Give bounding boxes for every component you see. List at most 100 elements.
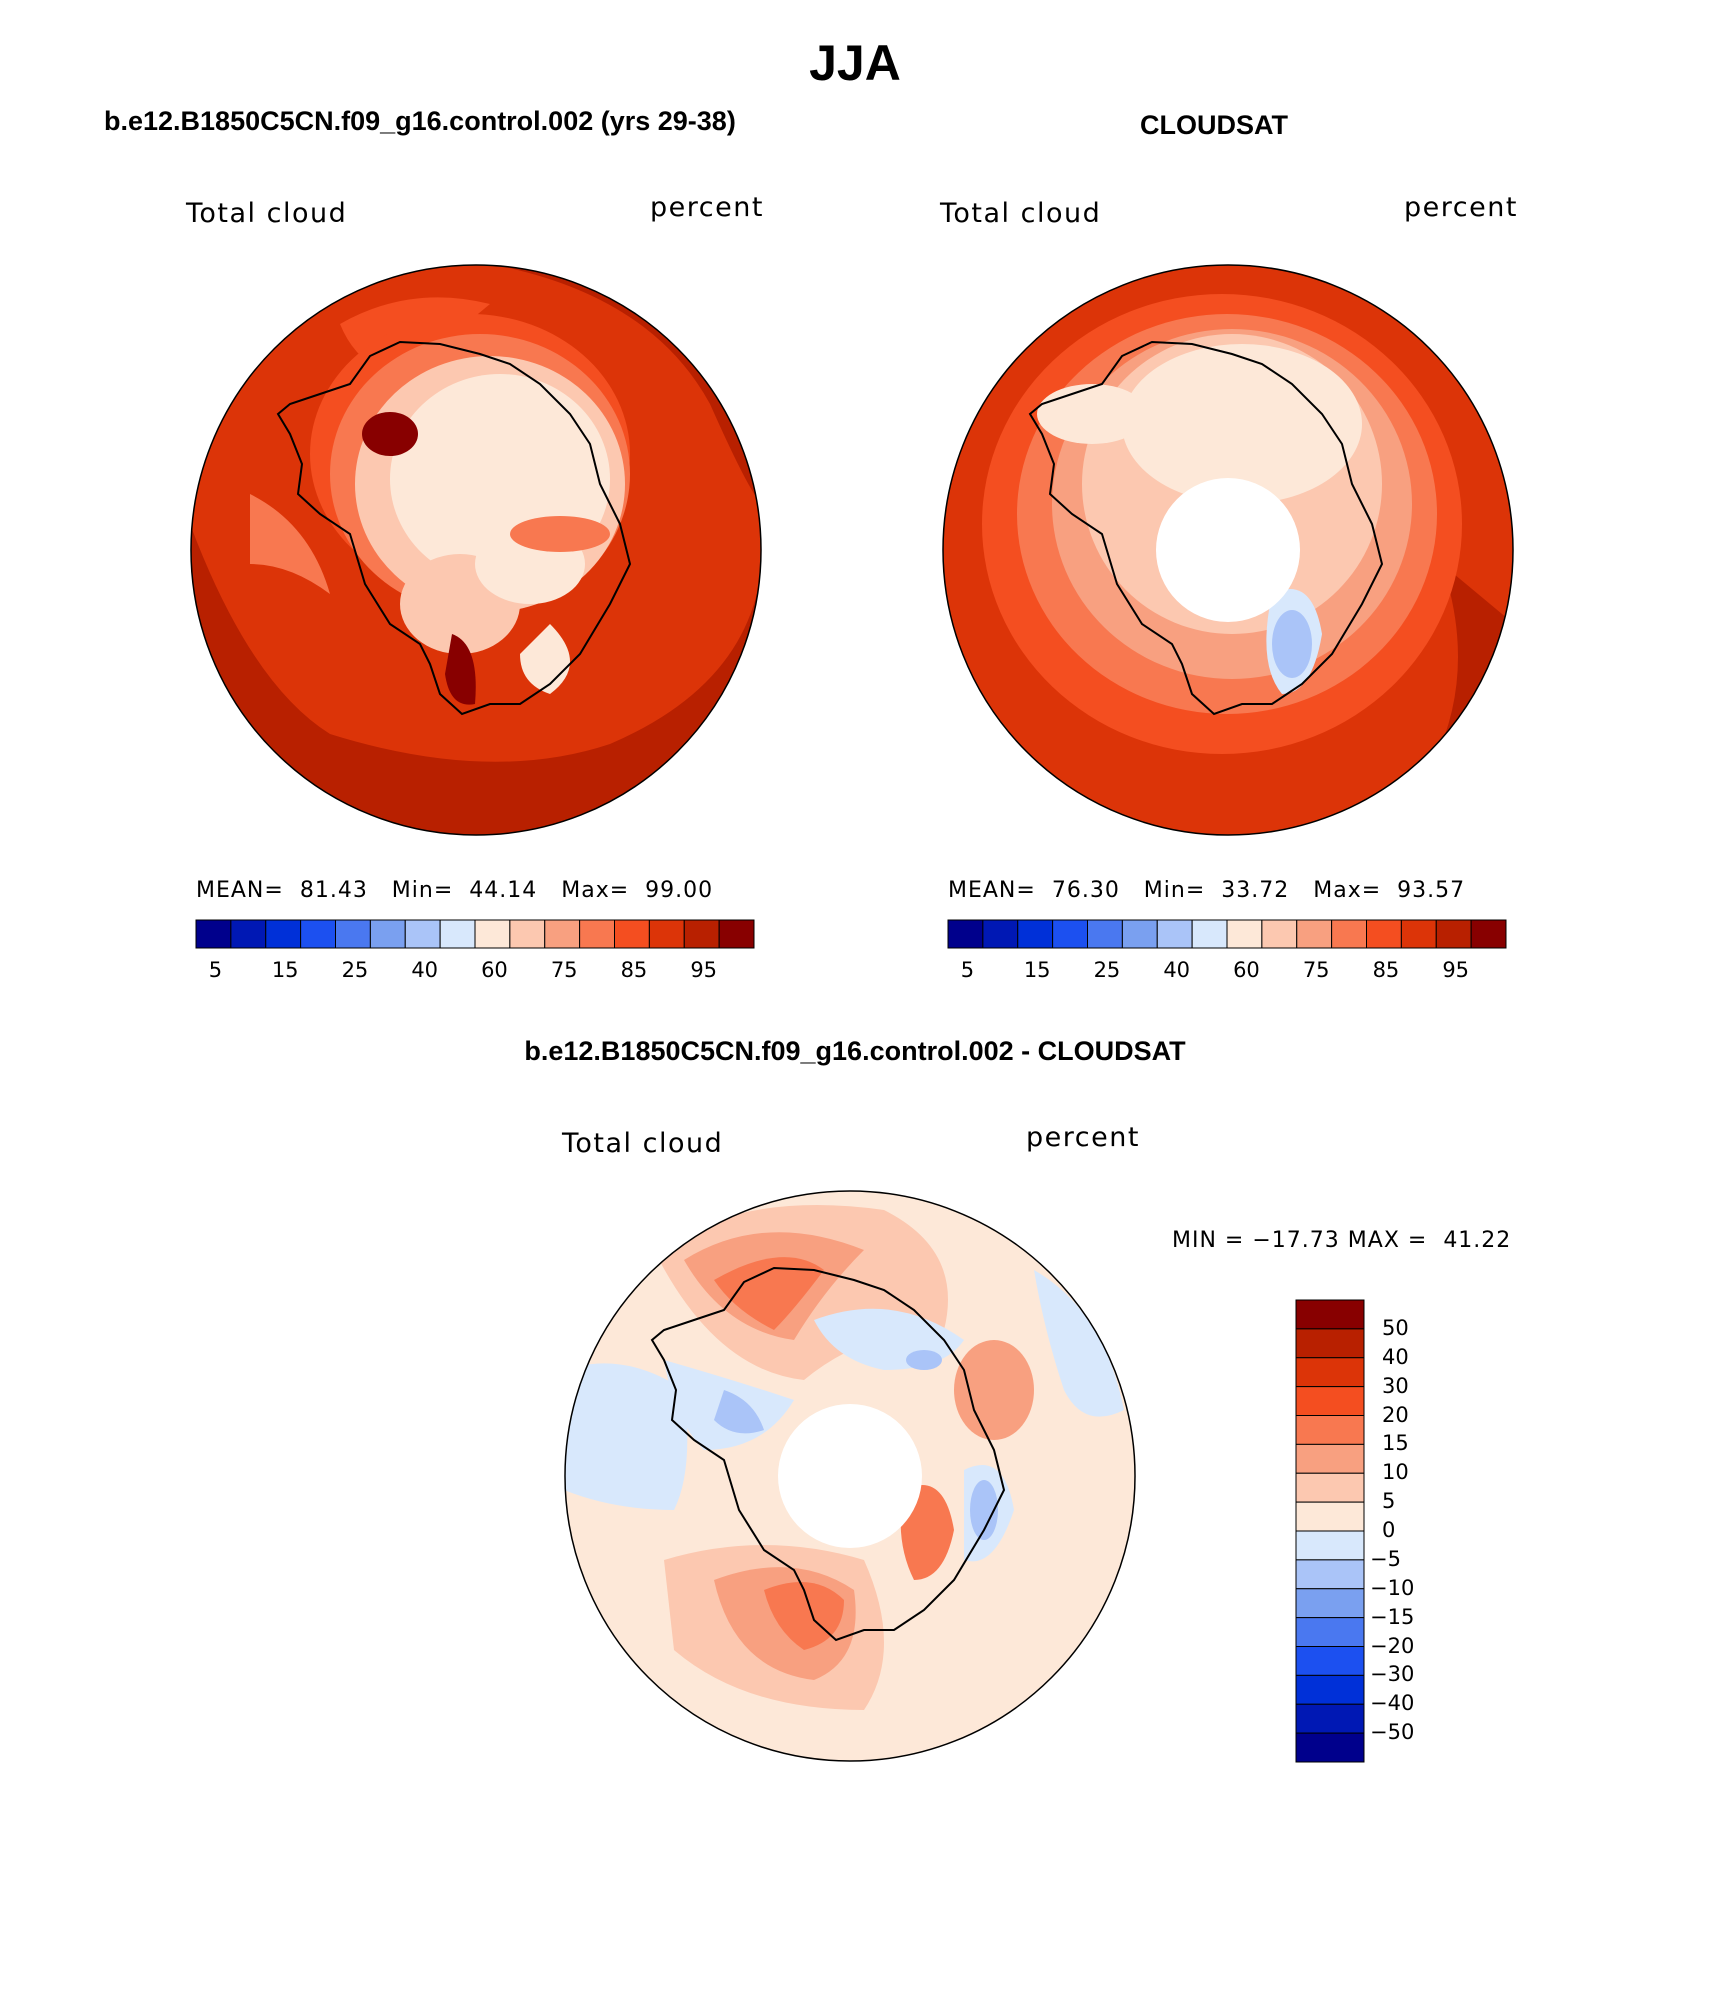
- obs-colorbar-swatch: [982, 919, 1019, 949]
- obs-colorbar-swatch: [1366, 919, 1402, 949]
- obs-colorbar-swatch: [1052, 919, 1088, 949]
- obs-colorbar-tick-label: 95: [1442, 958, 1470, 982]
- diff-colorbar-swatch: [1295, 1703, 1365, 1734]
- model-colorbar-tick-label: 95: [690, 958, 718, 982]
- obs-colorbar-tick-label: 40: [1163, 958, 1191, 982]
- diff-colorbar-tick-label: −20: [1370, 1633, 1415, 1658]
- diff-panel-title: b.e12.B1850C5CN.f09_g16.control.002 - CL…: [524, 1036, 1186, 1066]
- model-colorbar-swatch: [509, 919, 546, 949]
- model-variable-label: Total cloud: [186, 198, 348, 229]
- diff-colorbar-swatch: [1295, 1415, 1365, 1445]
- obs-colorbar: [947, 919, 1507, 949]
- model-colorbar-ticks: 5 15 25 40 60 75 85 95: [196, 958, 754, 988]
- diff-colorbar-tick-label: 5: [1382, 1489, 1396, 1514]
- page-title: JJA: [809, 35, 901, 91]
- obs-colorbar-tick-label: 25: [1093, 958, 1121, 982]
- obs-polar-map: [942, 264, 1514, 836]
- model-colorbar-swatch: [335, 919, 371, 949]
- diff-colorbar-swatch: [1295, 1443, 1365, 1474]
- model-panel-title: b.e12.B1850C5CN.f09_g16.control.002 (yrs…: [104, 106, 736, 136]
- model-colorbar-swatch: [718, 919, 755, 949]
- diff-colorbar-swatch: [1295, 1559, 1365, 1590]
- model-colorbar-swatch: [439, 919, 476, 949]
- diff-variable-label: Total cloud: [562, 1128, 724, 1159]
- model-colorbar-swatch: [614, 919, 650, 949]
- diff-colorbar-tick-label: 20: [1382, 1402, 1409, 1427]
- diff-colorbar-tick-label: −15: [1370, 1604, 1415, 1629]
- obs-colorbar-swatch: [1156, 919, 1193, 949]
- obs-colorbar-tick-label: 75: [1302, 958, 1330, 982]
- model-colorbar-tick-label: 25: [341, 958, 369, 982]
- diff-units-label: percent: [1026, 1122, 1140, 1153]
- model-colorbar-swatch: [300, 919, 336, 949]
- diff-colorbar-swatch: [1295, 1646, 1365, 1676]
- diff-colorbar-tick-label: 40: [1382, 1344, 1409, 1369]
- obs-colorbar-swatch: [1331, 919, 1367, 949]
- obs-colorbar-swatch: [1470, 919, 1507, 949]
- obs-colorbar-tick-label: 15: [1023, 958, 1051, 982]
- model-colorbar-tick-label: 60: [481, 958, 508, 982]
- obs-colorbar-swatch: [1226, 919, 1263, 949]
- diff-colorbar: [1295, 1299, 1365, 1763]
- model-colorbar-swatch: [544, 919, 581, 949]
- model-polar-map: [190, 264, 762, 836]
- diff-colorbar-swatch: [1295, 1328, 1365, 1359]
- diff-colorbar-tick-label: 0: [1382, 1518, 1396, 1542]
- model-colorbar-tick-label: 15: [271, 958, 299, 982]
- obs-colorbar-swatch: [1017, 919, 1054, 949]
- diff-colorbar-swatch: [1295, 1617, 1365, 1647]
- diff-colorbar-swatch: [1295, 1588, 1365, 1619]
- diff-colorbar-swatch: [1295, 1299, 1365, 1330]
- diff-colorbar-swatch: [1295, 1357, 1365, 1388]
- model-colorbar-tick-label: 85: [620, 958, 648, 982]
- obs-colorbar-swatch: [1191, 919, 1228, 949]
- model-stats: MEAN= 81.43 Min= 44.14 Max= 99.00: [196, 878, 714, 903]
- diff-colorbar-swatch: [1295, 1674, 1365, 1705]
- obs-variable-label: Total cloud: [940, 198, 1102, 229]
- model-colorbar-swatch: [474, 919, 511, 949]
- obs-colorbar-tick-label: 5: [960, 958, 975, 982]
- obs-colorbar-swatch: [1435, 919, 1472, 949]
- diff-colorbar-swatch: [1295, 1501, 1365, 1532]
- model-colorbar-swatch: [579, 919, 615, 949]
- diff-colorbar-tick-label: 30: [1382, 1373, 1409, 1398]
- diff-colorbar-swatch: [1295, 1732, 1365, 1763]
- obs-colorbar-ticks: 5 15 25 40 60 75 85 95: [948, 958, 1506, 988]
- diff-colorbar-tick-label: −40: [1370, 1691, 1415, 1716]
- diff-colorbar-tick-label: 10: [1382, 1460, 1409, 1485]
- obs-colorbar-swatch: [1121, 919, 1158, 949]
- obs-colorbar-tick-label: 85: [1372, 958, 1400, 982]
- obs-units-label: percent: [1404, 192, 1518, 223]
- obs-colorbar-swatch: [1400, 919, 1437, 949]
- diff-colorbar-tick-label: −5: [1370, 1546, 1401, 1571]
- model-colorbar-tick-label: 75: [550, 958, 578, 982]
- model-colorbar-swatch: [404, 919, 441, 949]
- model-colorbar-swatch: [230, 919, 267, 949]
- obs-panel-title: CLOUDSAT: [1140, 110, 1288, 140]
- model-units-label: percent: [650, 192, 764, 223]
- diff-colorbar-swatch: [1295, 1472, 1365, 1503]
- diff-colorbar-ticks: 50 40 30 20 15 10 5 0 −5 −10 −15 −20 −30 −40 −50: [1370, 1300, 1464, 1762]
- model-colorbar-swatch: [265, 919, 302, 949]
- model-colorbar-tick-label: 5: [208, 958, 223, 982]
- diff-polar-map: [564, 1190, 1136, 1762]
- model-colorbar-swatch: [648, 919, 685, 949]
- model-colorbar-swatch: [683, 919, 720, 949]
- obs-colorbar-swatch: [1087, 919, 1123, 949]
- obs-stats: MEAN= 76.30 Min= 33.72 Max= 93.57: [948, 878, 1466, 903]
- obs-colorbar-tick-label: 60: [1233, 958, 1260, 982]
- diff-colorbar-tick-label: −50: [1370, 1720, 1415, 1745]
- diff-stats: MIN = −17.73 MAX = 41.22: [1172, 1228, 1512, 1253]
- diff-colorbar-tick-label: −30: [1370, 1662, 1415, 1687]
- model-colorbar-swatch: [369, 919, 406, 949]
- model-colorbar-swatch: [195, 919, 232, 949]
- diff-colorbar-swatch: [1295, 1530, 1365, 1561]
- diff-colorbar-tick-label: −10: [1370, 1575, 1415, 1600]
- diff-colorbar-swatch: [1295, 1386, 1365, 1416]
- diff-colorbar-tick-label: 50: [1382, 1315, 1409, 1340]
- diff-colorbar-tick-label: 15: [1382, 1431, 1409, 1456]
- model-colorbar: [195, 919, 755, 949]
- obs-colorbar-swatch: [947, 919, 984, 949]
- obs-colorbar-swatch: [1296, 919, 1333, 949]
- obs-colorbar-swatch: [1261, 919, 1298, 949]
